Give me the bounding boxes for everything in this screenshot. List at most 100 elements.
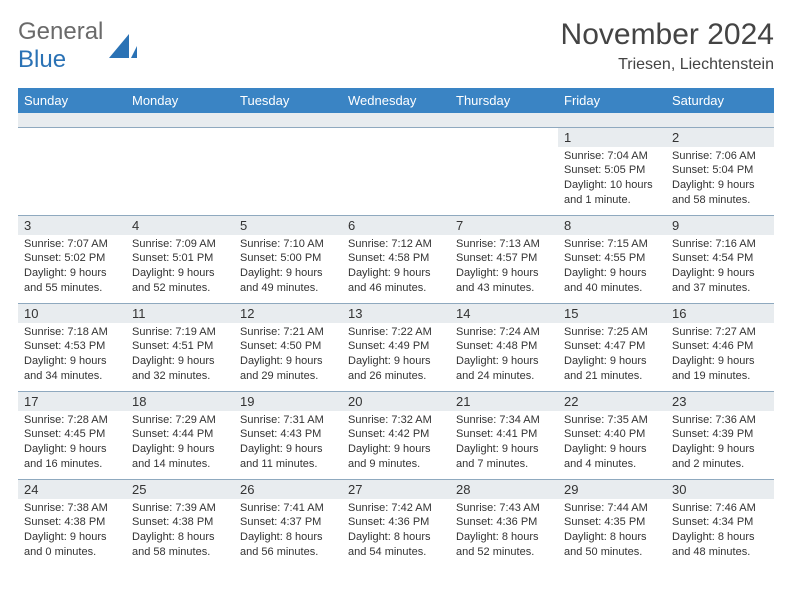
- day-number: 1: [558, 128, 666, 147]
- title-block: November 2024 Triesen, Liechtenstein: [561, 18, 774, 74]
- calendar-cell: 23Sunrise: 7:36 AMSunset: 4:39 PMDayligh…: [666, 391, 774, 479]
- calendar-cell: 1Sunrise: 7:04 AMSunset: 5:05 PMDaylight…: [558, 127, 666, 215]
- day-details: Sunrise: 7:42 AMSunset: 4:36 PMDaylight:…: [342, 499, 450, 564]
- day-number: 19: [234, 392, 342, 411]
- day-number: 17: [18, 392, 126, 411]
- calendar-cell: 8Sunrise: 7:15 AMSunset: 4:55 PMDaylight…: [558, 215, 666, 303]
- day-number: 5: [234, 216, 342, 235]
- day-details: Sunrise: 7:15 AMSunset: 4:55 PMDaylight:…: [558, 235, 666, 300]
- calendar-cell: 30Sunrise: 7:46 AMSunset: 4:34 PMDayligh…: [666, 479, 774, 567]
- weekday-row: SundayMondayTuesdayWednesdayThursdayFrid…: [18, 88, 774, 113]
- day-number: 6: [342, 216, 450, 235]
- day-details: Sunrise: 7:46 AMSunset: 4:34 PMDaylight:…: [666, 499, 774, 564]
- day-number: 10: [18, 304, 126, 323]
- day-details: Sunrise: 7:22 AMSunset: 4:49 PMDaylight:…: [342, 323, 450, 388]
- calendar-cell: 20Sunrise: 7:32 AMSunset: 4:42 PMDayligh…: [342, 391, 450, 479]
- day-number: 2: [666, 128, 774, 147]
- calendar-cell: 19Sunrise: 7:31 AMSunset: 4:43 PMDayligh…: [234, 391, 342, 479]
- day-number: 29: [558, 480, 666, 499]
- logo: General Blue: [18, 18, 139, 74]
- day-details: Sunrise: 7:10 AMSunset: 5:00 PMDaylight:…: [234, 235, 342, 300]
- spacer-row: [18, 113, 774, 127]
- calendar-cell: 7Sunrise: 7:13 AMSunset: 4:57 PMDaylight…: [450, 215, 558, 303]
- calendar-cell: [342, 127, 450, 215]
- day-details: Sunrise: 7:12 AMSunset: 4:58 PMDaylight:…: [342, 235, 450, 300]
- day-details: Sunrise: 7:25 AMSunset: 4:47 PMDaylight:…: [558, 323, 666, 388]
- calendar-cell: 26Sunrise: 7:41 AMSunset: 4:37 PMDayligh…: [234, 479, 342, 567]
- calendar-head: SundayMondayTuesdayWednesdayThursdayFrid…: [18, 88, 774, 113]
- calendar-body: 1Sunrise: 7:04 AMSunset: 5:05 PMDaylight…: [18, 113, 774, 567]
- calendar-cell: 21Sunrise: 7:34 AMSunset: 4:41 PMDayligh…: [450, 391, 558, 479]
- calendar-cell: 2Sunrise: 7:06 AMSunset: 5:04 PMDaylight…: [666, 127, 774, 215]
- day-details: Sunrise: 7:29 AMSunset: 4:44 PMDaylight:…: [126, 411, 234, 476]
- calendar-cell: 3Sunrise: 7:07 AMSunset: 5:02 PMDaylight…: [18, 215, 126, 303]
- calendar-week: 24Sunrise: 7:38 AMSunset: 4:38 PMDayligh…: [18, 479, 774, 567]
- calendar-cell: 5Sunrise: 7:10 AMSunset: 5:00 PMDaylight…: [234, 215, 342, 303]
- day-details: Sunrise: 7:38 AMSunset: 4:38 PMDaylight:…: [18, 499, 126, 564]
- header: General Blue November 2024 Triesen, Liec…: [18, 18, 774, 74]
- day-number: 4: [126, 216, 234, 235]
- day-details: Sunrise: 7:09 AMSunset: 5:01 PMDaylight:…: [126, 235, 234, 300]
- day-number: 15: [558, 304, 666, 323]
- day-number: 25: [126, 480, 234, 499]
- calendar-cell: 10Sunrise: 7:18 AMSunset: 4:53 PMDayligh…: [18, 303, 126, 391]
- day-number: 27: [342, 480, 450, 499]
- weekday-header: Sunday: [18, 88, 126, 113]
- day-number: 9: [666, 216, 774, 235]
- day-number: 11: [126, 304, 234, 323]
- calendar-cell: 22Sunrise: 7:35 AMSunset: 4:40 PMDayligh…: [558, 391, 666, 479]
- calendar-cell: 14Sunrise: 7:24 AMSunset: 4:48 PMDayligh…: [450, 303, 558, 391]
- day-details: Sunrise: 7:27 AMSunset: 4:46 PMDaylight:…: [666, 323, 774, 388]
- day-number: 13: [342, 304, 450, 323]
- day-details: Sunrise: 7:24 AMSunset: 4:48 PMDaylight:…: [450, 323, 558, 388]
- day-details: Sunrise: 7:16 AMSunset: 4:54 PMDaylight:…: [666, 235, 774, 300]
- calendar-cell: 15Sunrise: 7:25 AMSunset: 4:47 PMDayligh…: [558, 303, 666, 391]
- weekday-header: Saturday: [666, 88, 774, 113]
- day-number: 7: [450, 216, 558, 235]
- day-details: Sunrise: 7:19 AMSunset: 4:51 PMDaylight:…: [126, 323, 234, 388]
- weekday-header: Friday: [558, 88, 666, 113]
- sail-icon: [107, 32, 139, 60]
- calendar-cell: 12Sunrise: 7:21 AMSunset: 4:50 PMDayligh…: [234, 303, 342, 391]
- calendar-cell: [234, 127, 342, 215]
- month-title: November 2024: [561, 18, 774, 52]
- day-number: 30: [666, 480, 774, 499]
- day-details: Sunrise: 7:13 AMSunset: 4:57 PMDaylight:…: [450, 235, 558, 300]
- day-details: Sunrise: 7:21 AMSunset: 4:50 PMDaylight:…: [234, 323, 342, 388]
- calendar-cell: 4Sunrise: 7:09 AMSunset: 5:01 PMDaylight…: [126, 215, 234, 303]
- calendar-cell: 11Sunrise: 7:19 AMSunset: 4:51 PMDayligh…: [126, 303, 234, 391]
- calendar-week: 1Sunrise: 7:04 AMSunset: 5:05 PMDaylight…: [18, 127, 774, 215]
- calendar-cell: [450, 127, 558, 215]
- logo-text-blue: Blue: [18, 46, 66, 73]
- calendar-cell: 27Sunrise: 7:42 AMSunset: 4:36 PMDayligh…: [342, 479, 450, 567]
- calendar-cell: 25Sunrise: 7:39 AMSunset: 4:38 PMDayligh…: [126, 479, 234, 567]
- logo-text-general: General: [18, 18, 103, 45]
- day-number: 12: [234, 304, 342, 323]
- calendar-cell: 24Sunrise: 7:38 AMSunset: 4:38 PMDayligh…: [18, 479, 126, 567]
- weekday-header: Wednesday: [342, 88, 450, 113]
- day-details: Sunrise: 7:04 AMSunset: 5:05 PMDaylight:…: [558, 147, 666, 212]
- calendar-cell: 29Sunrise: 7:44 AMSunset: 4:35 PMDayligh…: [558, 479, 666, 567]
- day-details: Sunrise: 7:41 AMSunset: 4:37 PMDaylight:…: [234, 499, 342, 564]
- day-number: 28: [450, 480, 558, 499]
- weekday-header: Thursday: [450, 88, 558, 113]
- day-details: Sunrise: 7:43 AMSunset: 4:36 PMDaylight:…: [450, 499, 558, 564]
- calendar-cell: [18, 127, 126, 215]
- day-details: Sunrise: 7:18 AMSunset: 4:53 PMDaylight:…: [18, 323, 126, 388]
- day-number: 3: [18, 216, 126, 235]
- logo-text: General Blue: [18, 18, 103, 74]
- weekday-header: Tuesday: [234, 88, 342, 113]
- calendar-table: SundayMondayTuesdayWednesdayThursdayFrid…: [18, 88, 774, 567]
- calendar-cell: 13Sunrise: 7:22 AMSunset: 4:49 PMDayligh…: [342, 303, 450, 391]
- day-number: 22: [558, 392, 666, 411]
- day-details: Sunrise: 7:07 AMSunset: 5:02 PMDaylight:…: [18, 235, 126, 300]
- day-number: 14: [450, 304, 558, 323]
- calendar-week: 10Sunrise: 7:18 AMSunset: 4:53 PMDayligh…: [18, 303, 774, 391]
- day-number: 20: [342, 392, 450, 411]
- calendar-week: 3Sunrise: 7:07 AMSunset: 5:02 PMDaylight…: [18, 215, 774, 303]
- day-details: Sunrise: 7:28 AMSunset: 4:45 PMDaylight:…: [18, 411, 126, 476]
- day-number: 23: [666, 392, 774, 411]
- calendar-cell: [126, 127, 234, 215]
- day-details: Sunrise: 7:34 AMSunset: 4:41 PMDaylight:…: [450, 411, 558, 476]
- day-details: Sunrise: 7:31 AMSunset: 4:43 PMDaylight:…: [234, 411, 342, 476]
